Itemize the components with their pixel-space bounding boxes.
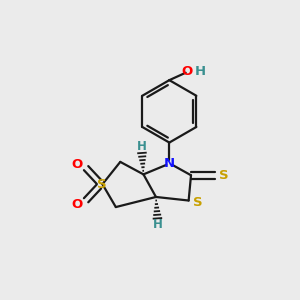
Text: H: H [152,218,162,231]
Text: H: H [137,140,147,153]
Text: O: O [181,65,192,78]
Text: N: N [164,157,175,170]
Text: S: S [97,178,107,191]
Text: O: O [71,198,82,211]
Text: H: H [194,65,206,78]
Text: O: O [71,158,82,171]
Text: S: S [220,169,229,182]
Text: S: S [193,196,203,208]
